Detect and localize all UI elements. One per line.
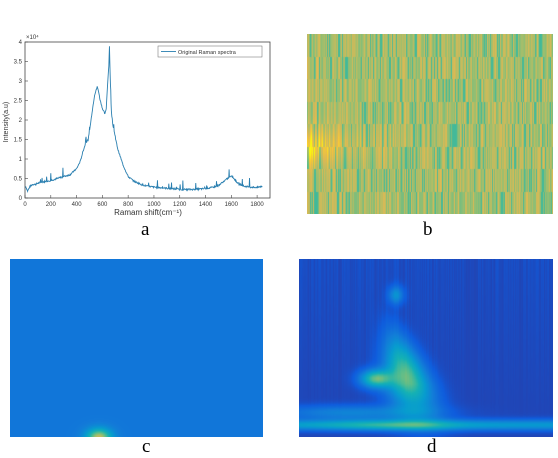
y-tick-label: 2 bbox=[19, 118, 23, 124]
y-tick-label: 1 bbox=[19, 157, 23, 163]
x-tick-label: 1800 bbox=[250, 202, 264, 208]
spectrum-line bbox=[25, 46, 263, 193]
panel-label-c: c bbox=[142, 436, 151, 457]
y-tick-label: 3.5 bbox=[14, 60, 23, 66]
raman-spectrum-chart: 0 0.5 1 1.5 2 2.5 3 3.5 4 0 200 400 600 800 1000 1200 1… bbox=[3, 34, 271, 217]
x-tick-label: 200 bbox=[46, 202, 57, 208]
y-tick-label: 0 bbox=[19, 196, 23, 202]
y-tick-label: 3 bbox=[19, 79, 23, 85]
legend-label: Original Raman spectra bbox=[178, 50, 237, 56]
legend: Original Raman spectra bbox=[157, 45, 263, 58]
x-axis-label: Ramam shift(cm⁻¹) bbox=[114, 208, 182, 217]
x-tick-label: 600 bbox=[97, 202, 108, 208]
panel-label-b: b bbox=[423, 219, 433, 240]
y-tick-label: 1.5 bbox=[14, 138, 23, 144]
x-tick-label: 1600 bbox=[225, 202, 239, 208]
plot-area bbox=[24, 41, 271, 199]
y-tick-label: 2.5 bbox=[14, 99, 23, 105]
x-tick-label: 800 bbox=[123, 202, 134, 208]
heatmap-d bbox=[299, 259, 553, 437]
y-tick-label: 4 bbox=[19, 40, 23, 46]
heatmap-c bbox=[10, 259, 263, 437]
y-exponent-label: ×10⁴ bbox=[26, 34, 39, 41]
x-tick-label: 400 bbox=[72, 202, 83, 208]
x-tick-group: 0 200 400 600 800 1000 1200 1400 1600 1800 bbox=[23, 195, 264, 208]
panel-label-a: a bbox=[141, 219, 150, 240]
x-tick-label: 1000 bbox=[147, 202, 161, 208]
x-tick-label: 1400 bbox=[199, 202, 213, 208]
y-tick-label: 0.5 bbox=[14, 177, 23, 183]
heatmap-b bbox=[307, 34, 553, 214]
x-tick-label: 1200 bbox=[173, 202, 187, 208]
x-tick-label: 0 bbox=[23, 202, 27, 208]
legend-box bbox=[157, 45, 263, 58]
y-axis-label: Intensity(a.u) bbox=[3, 102, 10, 142]
y-tick-group: 0 0.5 1 1.5 2 2.5 3 3.5 4 bbox=[14, 40, 28, 202]
panel-label-d: d bbox=[427, 436, 437, 457]
